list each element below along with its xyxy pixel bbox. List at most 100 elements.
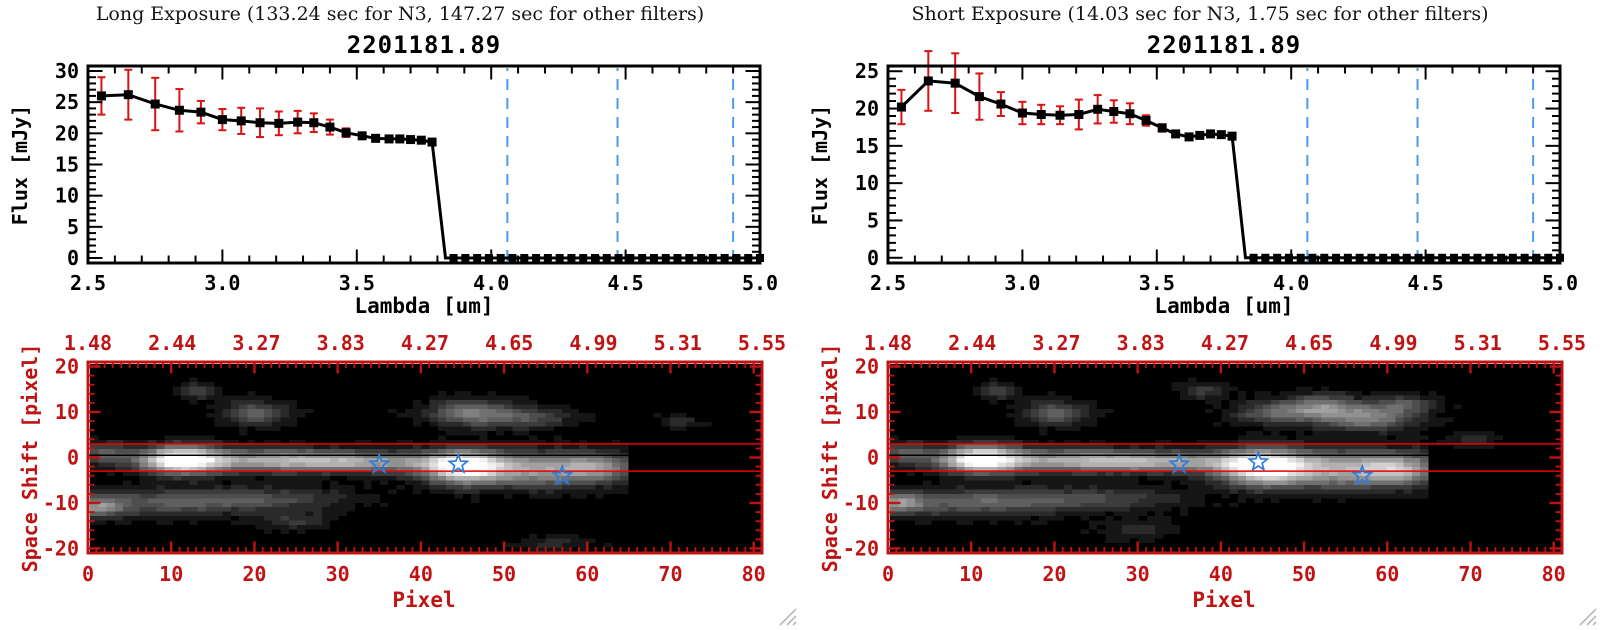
svg-text:4.0: 4.0 xyxy=(473,271,509,295)
svg-text:2.44: 2.44 xyxy=(148,331,196,355)
svg-text:2.5: 2.5 xyxy=(870,271,906,295)
wavelength-marker-lines xyxy=(506,68,735,261)
svg-text:60: 60 xyxy=(1375,562,1399,586)
svg-text:3.27: 3.27 xyxy=(232,331,280,355)
svg-text:50: 50 xyxy=(492,562,516,586)
spectrum-tick-labels: 2.5 3.0 3.5 4.0 4.5 5.0 0 5 10 15 20 25 xyxy=(855,59,1578,295)
svg-text:5.0: 5.0 xyxy=(742,271,778,295)
panel-header: Short Exposure (14.03 sec for N3, 1.75 s… xyxy=(911,3,1489,25)
image-xlabel: Pixel xyxy=(1192,588,1256,612)
svg-text:30: 30 xyxy=(1126,562,1150,586)
plot-title: 2201181.89 xyxy=(346,31,502,59)
spectrum-frame xyxy=(86,64,762,265)
svg-text:20: 20 xyxy=(55,121,79,145)
spectrum-tick-labels: 2.5 3.0 3.5 4.0 4.5 5.0 0 5 10 15 20 25 30 xyxy=(55,59,778,295)
svg-text:0: 0 xyxy=(867,246,879,270)
spectrum-line xyxy=(900,79,1559,260)
svg-text:5.0: 5.0 xyxy=(1542,271,1578,295)
svg-text:50: 50 xyxy=(1292,562,1316,586)
wavelength-marker-lines xyxy=(1306,68,1535,261)
spectral-2d-image xyxy=(890,364,1561,552)
spectrum-axes-ticks xyxy=(87,67,761,262)
long-exposure-window: Long Exposure (133.24 sec for N3, 147.27… xyxy=(8,3,798,627)
svg-text:20: 20 xyxy=(1042,562,1066,586)
spectrum-plot: 2.5 3.0 3.5 4.0 4.5 5.0 0 5 10 15 20 25 30 xyxy=(55,59,778,295)
svg-text:5.55: 5.55 xyxy=(738,331,786,355)
svg-text:20: 20 xyxy=(855,97,879,121)
plot-title: 2201181.89 xyxy=(1146,31,1302,59)
svg-text:3.0: 3.0 xyxy=(204,271,240,295)
resize-grip-icon[interactable] xyxy=(1572,601,1598,627)
svg-text:3.5: 3.5 xyxy=(1139,271,1175,295)
svg-text:20: 20 xyxy=(242,562,266,586)
svg-text:0: 0 xyxy=(82,562,94,586)
svg-text:30: 30 xyxy=(55,59,79,83)
error-bars xyxy=(97,68,437,146)
svg-text:4.65: 4.65 xyxy=(485,331,533,355)
svg-text:5: 5 xyxy=(867,208,879,232)
svg-text:-20: -20 xyxy=(43,536,79,560)
svg-text:3.83: 3.83 xyxy=(1117,331,1165,355)
svg-text:10: 10 xyxy=(855,400,879,424)
spectrum-xlabel: Lambda [um] xyxy=(1154,294,1294,318)
svg-text:70: 70 xyxy=(1458,562,1482,586)
svg-text:4.0: 4.0 xyxy=(1273,271,1309,295)
svg-text:0: 0 xyxy=(867,446,879,470)
svg-text:5.31: 5.31 xyxy=(654,331,702,355)
resize-grip-icon[interactable] xyxy=(772,601,798,627)
svg-text:0: 0 xyxy=(882,562,894,586)
svg-text:-10: -10 xyxy=(843,491,879,515)
data-markers xyxy=(96,90,764,263)
svg-text:15: 15 xyxy=(855,134,879,158)
svg-text:20: 20 xyxy=(55,355,79,379)
svg-text:4.5: 4.5 xyxy=(1408,271,1444,295)
svg-text:15: 15 xyxy=(55,153,79,177)
image-ylabel: Space Shift [pixel] xyxy=(18,343,42,573)
svg-text:40: 40 xyxy=(409,562,433,586)
spectrum-plot: 2.5 3.0 3.5 4.0 4.5 5.0 0 5 10 15 20 25 xyxy=(855,50,1578,295)
svg-text:25: 25 xyxy=(55,90,79,114)
image-xlabel: Pixel xyxy=(392,588,456,612)
svg-text:4.99: 4.99 xyxy=(1369,331,1417,355)
svg-text:10: 10 xyxy=(55,184,79,208)
spectrum-ylabel: Flux [mJy] xyxy=(8,104,32,226)
svg-text:10: 10 xyxy=(959,562,983,586)
svg-text:-20: -20 xyxy=(843,536,879,560)
svg-text:-10: -10 xyxy=(43,491,79,515)
svg-text:60: 60 xyxy=(575,562,599,586)
data-markers xyxy=(896,76,1564,262)
svg-text:80: 80 xyxy=(1542,562,1566,586)
image-ylabel: Space Shift [pixel] xyxy=(818,343,842,573)
svg-text:1.48: 1.48 xyxy=(864,331,912,355)
svg-text:4.27: 4.27 xyxy=(401,331,449,355)
svg-text:25: 25 xyxy=(855,59,879,83)
svg-text:80: 80 xyxy=(742,562,766,586)
svg-text:3.5: 3.5 xyxy=(339,271,375,295)
spectrum-line xyxy=(101,93,759,260)
spectral-2d-image xyxy=(90,364,761,552)
short-exposure-window: Short Exposure (14.03 sec for N3, 1.75 s… xyxy=(800,0,1600,630)
spectrum-axes-ticks xyxy=(887,67,1561,262)
error-bars xyxy=(897,50,1237,141)
svg-text:3.27: 3.27 xyxy=(1032,331,1080,355)
spectrum-frame xyxy=(886,64,1562,265)
svg-text:70: 70 xyxy=(658,562,682,586)
svg-text:0: 0 xyxy=(67,246,79,270)
svg-text:4.65: 4.65 xyxy=(1285,331,1333,355)
svg-text:30: 30 xyxy=(326,562,350,586)
svg-text:3.0: 3.0 xyxy=(1004,271,1040,295)
svg-text:5: 5 xyxy=(67,215,79,239)
svg-text:10: 10 xyxy=(55,400,79,424)
spectrum-xlabel: Lambda [um] xyxy=(354,294,494,318)
svg-text:2.44: 2.44 xyxy=(948,331,996,355)
svg-text:20: 20 xyxy=(855,355,879,379)
panel-header: Long Exposure (133.24 sec for N3, 147.27… xyxy=(95,3,705,25)
spectrum-ylabel: Flux [mJy] xyxy=(808,104,832,226)
svg-text:5.55: 5.55 xyxy=(1538,331,1586,355)
svg-text:1.48: 1.48 xyxy=(64,331,112,355)
svg-text:10: 10 xyxy=(855,171,879,195)
svg-text:2.5: 2.5 xyxy=(70,271,106,295)
svg-text:4.27: 4.27 xyxy=(1201,331,1249,355)
svg-text:0: 0 xyxy=(67,446,79,470)
